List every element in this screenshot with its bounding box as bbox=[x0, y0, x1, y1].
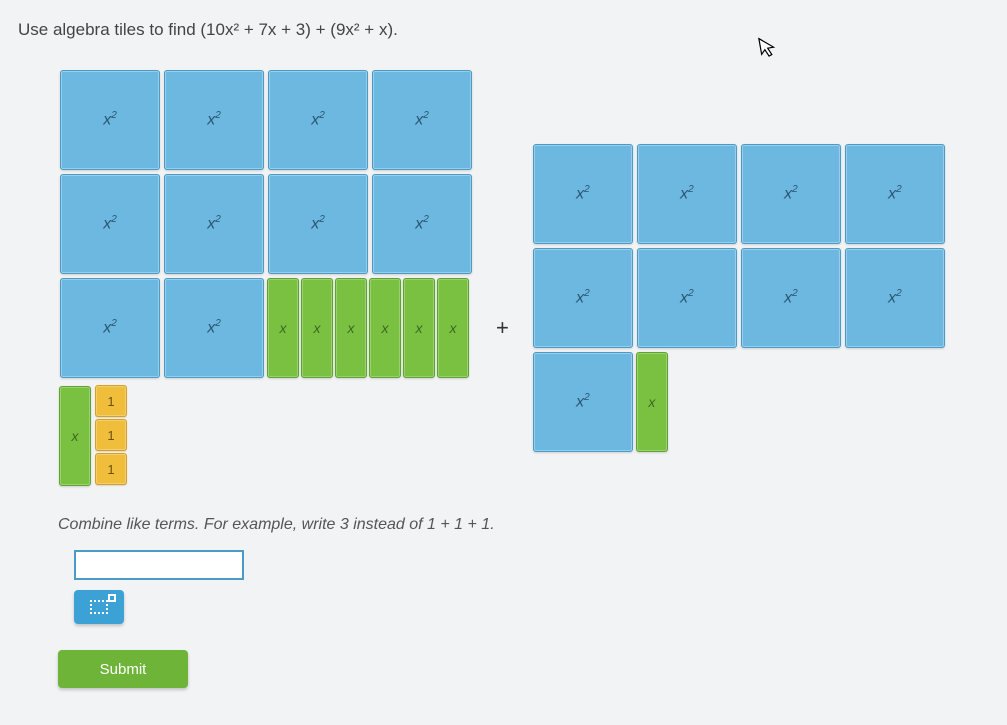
plus-operator: + bbox=[492, 315, 513, 341]
x-squared-tile[interactable]: x2 bbox=[164, 278, 264, 378]
x-squared-tile[interactable]: x2 bbox=[741, 144, 841, 244]
question-text: Use algebra tiles to find (10x² + 7x + 3… bbox=[18, 20, 989, 40]
x-tile[interactable]: x bbox=[267, 278, 299, 378]
left-tile-group: x2 x2 x2 x2 x2 x2 x2 x2 x2 x2 x x x x x … bbox=[58, 68, 474, 488]
tile-expression: x2 x2 x2 x2 x2 x2 x2 x2 x2 x2 x x x x x … bbox=[58, 68, 989, 488]
x-tile[interactable]: x bbox=[369, 278, 401, 378]
x-squared-tile[interactable]: x2 bbox=[372, 70, 472, 170]
x-squared-tile[interactable]: x2 bbox=[60, 278, 160, 378]
unit-tile[interactable]: 1 bbox=[95, 419, 127, 451]
x-squared-tile[interactable]: x2 bbox=[268, 70, 368, 170]
x-tile[interactable]: x bbox=[301, 278, 333, 378]
unit-tile[interactable]: 1 bbox=[95, 385, 127, 417]
x-tile[interactable]: x bbox=[437, 278, 469, 378]
x-squared-tile[interactable]: x2 bbox=[533, 144, 633, 244]
x-squared-tile[interactable]: x2 bbox=[60, 174, 160, 274]
x-squared-tile[interactable]: x2 bbox=[533, 352, 633, 452]
x-squared-tile[interactable]: x2 bbox=[164, 70, 264, 170]
x-tile[interactable]: x bbox=[636, 352, 668, 452]
answer-input[interactable] bbox=[74, 550, 244, 580]
x-squared-tile[interactable]: x2 bbox=[637, 144, 737, 244]
exponent-icon bbox=[90, 600, 108, 614]
unit-tile[interactable]: 1 bbox=[95, 453, 127, 485]
right-tile-group: x2 x2 x2 x2 x2 x2 x2 x2 x2 x bbox=[531, 142, 947, 454]
instruction-text: Combine like terms. For example, write 3… bbox=[58, 516, 989, 534]
x-tile[interactable]: x bbox=[403, 278, 435, 378]
x-tile[interactable]: x bbox=[335, 278, 367, 378]
x-squared-tile[interactable]: x2 bbox=[60, 70, 160, 170]
x-squared-tile[interactable]: x2 bbox=[741, 248, 841, 348]
x-squared-tile[interactable]: x2 bbox=[637, 248, 737, 348]
x-tile[interactable]: x bbox=[59, 386, 91, 486]
math-exponent-button[interactable] bbox=[74, 590, 124, 624]
submit-button[interactable]: Submit bbox=[58, 650, 188, 688]
x-squared-tile[interactable]: x2 bbox=[845, 248, 945, 348]
x-squared-tile[interactable]: x2 bbox=[372, 174, 472, 274]
x-squared-tile[interactable]: x2 bbox=[845, 144, 945, 244]
x-squared-tile[interactable]: x2 bbox=[164, 174, 264, 274]
x-squared-tile[interactable]: x2 bbox=[533, 248, 633, 348]
x-squared-tile[interactable]: x2 bbox=[268, 174, 368, 274]
